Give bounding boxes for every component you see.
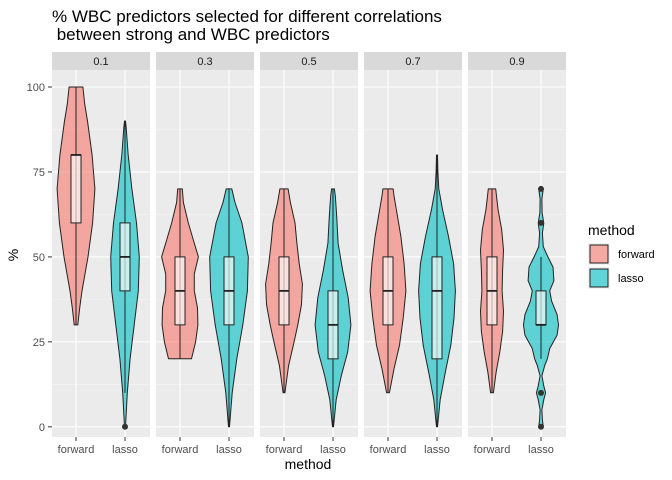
facet-panels: 0.1 forward lasso 0.3 forward lasso 0.5 forward… (52, 52, 566, 456)
chart-title-line-2: between strong and WBC predictors (52, 25, 330, 44)
boxplot-box (70, 154, 82, 224)
y-tick-label: 50 (33, 252, 45, 264)
facet-strip-label: 0.3 (197, 56, 212, 68)
facet-strip (52, 52, 150, 70)
y-tick-label: 75 (33, 167, 45, 179)
x-axis-title: method (285, 456, 332, 472)
legend-label-lasso: lasso (618, 273, 644, 285)
legend-swatch-lasso (589, 268, 609, 288)
facet-panel-0.3: 0.3 forward lasso (156, 52, 254, 456)
x-tick-label: lasso (320, 444, 346, 456)
facet-strip-label: 0.9 (509, 56, 524, 68)
x-tick-label: forward (266, 444, 303, 456)
y-tick-label: 100 (27, 82, 45, 94)
chart-title-line-1: % WBC predictors selected for different … (52, 7, 442, 26)
facet-strip-label: 0.1 (93, 56, 108, 68)
facet-panel-0.1: 0.1 forward lasso (52, 52, 150, 456)
facet-panel-0.5: 0.5 forward lasso (260, 52, 358, 456)
x-tick-label: lasso (424, 444, 450, 456)
facet-strip-label: 0.7 (405, 56, 420, 68)
y-tick-label: 25 (33, 337, 45, 349)
facet-strip (260, 52, 358, 70)
x-tick-label: lasso (528, 444, 554, 456)
facet-strip-label: 0.5 (301, 56, 316, 68)
y-axis-title: % (5, 249, 21, 261)
y-tick-label: 0 (39, 422, 45, 434)
x-tick-label: forward (474, 444, 511, 456)
x-tick-label: lasso (216, 444, 242, 456)
legend: method forward lasso (588, 222, 655, 289)
facet-strip (364, 52, 462, 70)
boxplot-box (431, 256, 443, 360)
y-axis: 0 25 50 75 100 (27, 82, 52, 434)
outlier-point (538, 185, 544, 192)
legend-title: method (588, 222, 635, 238)
facet-strip (468, 52, 566, 70)
facet-strip (156, 52, 254, 70)
outlier-point (538, 423, 544, 430)
outlier-point (538, 389, 544, 396)
x-tick-label: forward (370, 444, 407, 456)
outlier-point (122, 423, 128, 430)
outlier-point (538, 219, 544, 226)
x-tick-label: forward (58, 444, 95, 456)
boxplot-box (535, 290, 547, 326)
facet-panel-0.7: 0.7 forward lasso (364, 52, 462, 456)
facet-panel-0.9: 0.9 forward lasso (468, 52, 566, 456)
legend-label-forward: forward (618, 249, 655, 261)
x-tick-label: forward (162, 444, 199, 456)
legend-swatch-forward (589, 244, 609, 264)
x-tick-label: lasso (112, 444, 138, 456)
